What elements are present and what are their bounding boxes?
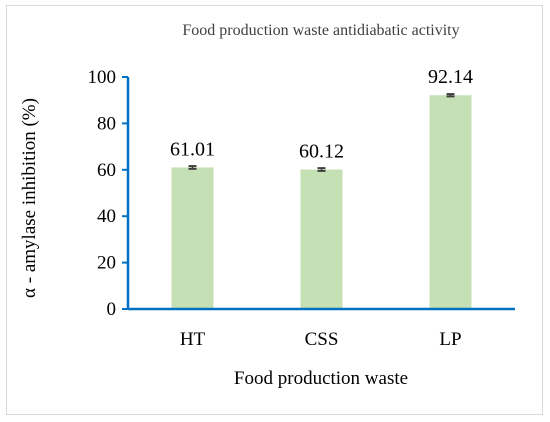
bar xyxy=(300,169,343,309)
y-tick-label: 100 xyxy=(88,67,117,88)
y-tick-label: 40 xyxy=(97,206,116,227)
data-label: 61.01 xyxy=(170,138,215,160)
data-labels: 61.01 60.12 92.14 xyxy=(170,66,473,162)
x-tick-label: HT xyxy=(180,329,206,350)
y-tick-label: 20 xyxy=(97,253,116,274)
y-tick-label: 80 xyxy=(97,113,116,134)
bar xyxy=(429,95,472,309)
bars xyxy=(171,95,472,309)
y-axis-title: α - amylase inhibition (%) xyxy=(19,98,40,298)
x-tick-label: CSS xyxy=(305,329,339,350)
error-bars xyxy=(188,93,455,172)
chart-frame: Food production waste antidiabatic activ… xyxy=(6,5,543,415)
x-axis-ticks: HT CSS LP xyxy=(180,329,462,350)
data-label: 60.12 xyxy=(299,141,344,163)
x-axis-title: Food production waste xyxy=(234,368,408,389)
chart-title: Food production waste antidiabatic activ… xyxy=(182,22,459,39)
y-tick-label: 0 xyxy=(107,299,117,320)
x-tick-label: LP xyxy=(439,329,461,350)
y-tick-label: 60 xyxy=(97,160,116,181)
bar-chart: Food production waste antidiabatic activ… xyxy=(19,22,515,389)
data-label: 92.14 xyxy=(428,66,473,88)
y-axis-ticks: 0 20 40 60 80 100 xyxy=(88,67,128,320)
bar xyxy=(171,167,214,309)
